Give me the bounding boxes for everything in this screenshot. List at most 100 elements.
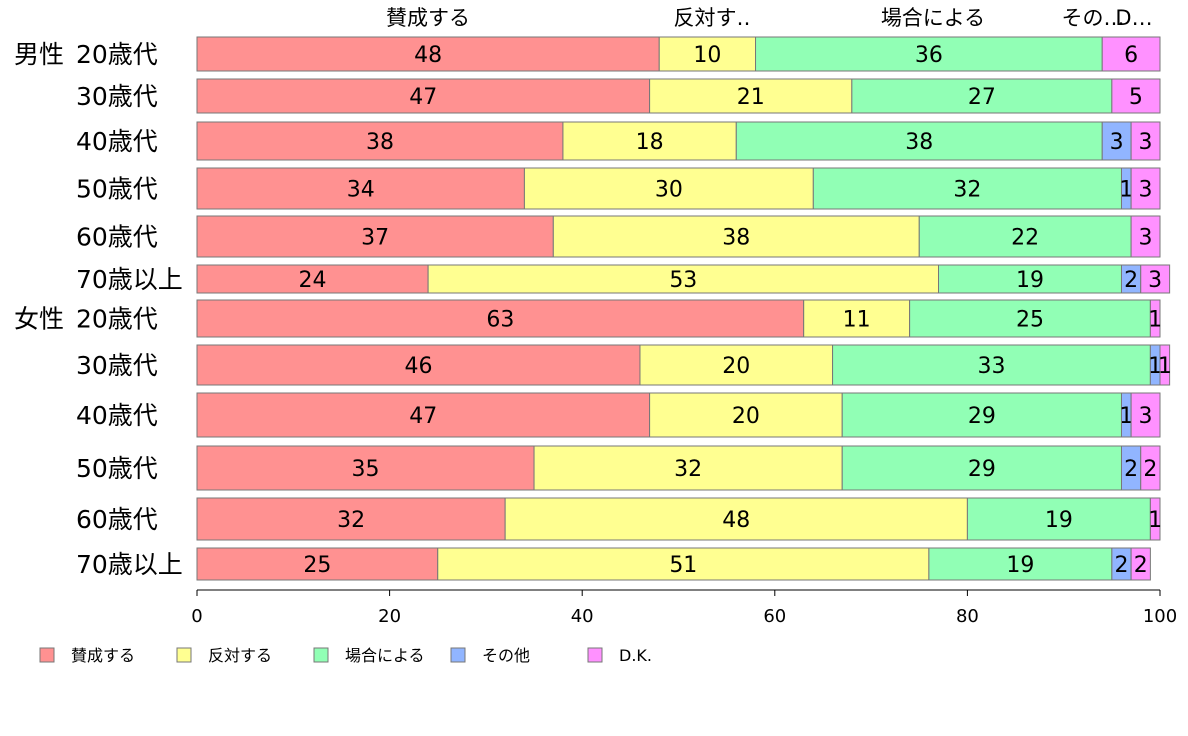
data-label: 35 <box>352 457 380 482</box>
data-label: 2 <box>1143 457 1157 482</box>
row-label: 30歳代 <box>76 82 158 111</box>
x-tick-label: 100 <box>1143 606 1177 627</box>
x-tick-label: 40 <box>571 606 594 627</box>
data-label: 1 <box>1148 508 1162 533</box>
bar-segment <box>658 36 757 72</box>
data-label: 48 <box>722 508 750 533</box>
data-label: 2 <box>1124 457 1138 482</box>
data-label: 38 <box>722 226 750 251</box>
legend: 賛成する 反対する 場合による その他 D.K. <box>39 646 652 665</box>
data-label: 27 <box>968 85 996 110</box>
x-tick-label: 20 <box>378 606 401 627</box>
data-label: 47 <box>409 85 437 110</box>
bar-segment <box>562 121 737 161</box>
data-label: 32 <box>674 457 702 482</box>
column-label: 賛成する <box>386 6 470 30</box>
bar-segment <box>966 497 1151 541</box>
x-tick-label: 0 <box>191 606 202 627</box>
data-label: 30 <box>655 178 683 203</box>
bar-segment <box>1149 299 1161 338</box>
bar-segment <box>196 497 506 541</box>
bar-segment <box>196 392 651 438</box>
data-label: 10 <box>693 43 721 68</box>
bar-segment <box>1111 78 1161 114</box>
row-label: 70歳以上 <box>76 550 183 579</box>
data-label: 25 <box>1016 308 1044 333</box>
data-label: 63 <box>486 308 514 333</box>
bar-segment <box>832 344 1151 386</box>
row-label: 20歳代 <box>76 40 158 69</box>
data-label: 32 <box>953 178 981 203</box>
row-label: 50歳代 <box>76 175 158 204</box>
row-label: 30歳代 <box>76 351 158 380</box>
column-labels: 賛成する 反対す‥ 場合による その…D… <box>386 6 1153 30</box>
row-label: 70歳以上 <box>76 265 183 294</box>
data-label: 48 <box>414 43 442 68</box>
data-label: 2 <box>1124 268 1138 293</box>
legend-label: その他 <box>482 646 530 665</box>
row-label: 40歳代 <box>76 401 158 430</box>
data-label: 46 <box>404 354 432 379</box>
data-label: 20 <box>732 404 760 429</box>
bar-segment <box>196 121 564 161</box>
legend-label: 反対する <box>208 646 272 665</box>
legend-swatch <box>313 647 329 663</box>
data-label: 1 <box>1148 354 1162 379</box>
bar-segment <box>196 547 439 581</box>
data-label: 24 <box>299 268 327 293</box>
data-label: 29 <box>968 404 996 429</box>
data-label: 3 <box>1139 226 1153 251</box>
bar-segment <box>533 445 843 491</box>
data-label: 3 <box>1148 268 1162 293</box>
legend-swatch <box>450 647 466 663</box>
bar-segment <box>196 299 805 338</box>
bar-segment <box>196 344 641 386</box>
bar-segment <box>523 167 814 210</box>
data-label: 20 <box>722 354 750 379</box>
bar-segment <box>196 36 660 72</box>
data-label: 3 <box>1110 130 1124 155</box>
data-label: 3 <box>1139 130 1153 155</box>
bar-segment <box>803 299 911 338</box>
row-label: 20歳代 <box>76 305 158 334</box>
data-label: 1 <box>1148 308 1162 333</box>
bar-segment <box>735 121 1103 161</box>
bars: 48 10 36 647 21 27 538 18 38 3 334 30 32 1 337 38 22 324 5… <box>196 36 1172 581</box>
bar-segment <box>918 215 1132 258</box>
row-label: 60歳代 <box>76 505 158 534</box>
bar-segment <box>196 264 429 294</box>
bar-segment <box>909 299 1151 338</box>
bar-segment <box>649 78 853 114</box>
data-label: 32 <box>337 508 365 533</box>
column-label: その… <box>1062 6 1125 30</box>
bar-segment <box>437 547 930 581</box>
data-label: 6 <box>1124 43 1138 68</box>
data-label: 47 <box>409 404 437 429</box>
bar-segment <box>427 264 940 294</box>
data-label: 19 <box>1045 508 1073 533</box>
data-label: 36 <box>915 43 943 68</box>
legend-label: 場合による <box>345 646 425 665</box>
bar-segment <box>1140 445 1161 491</box>
bar-segment <box>1101 121 1132 161</box>
data-label: 53 <box>669 268 697 293</box>
legend-label: D.K. <box>619 646 652 665</box>
data-label: 29 <box>968 457 996 482</box>
column-label: 反対す‥ <box>673 6 750 30</box>
bar-segment <box>196 167 525 210</box>
data-label: 38 <box>905 130 933 155</box>
bar-segment <box>812 167 1122 210</box>
legend-swatch <box>39 647 55 663</box>
data-label: 37 <box>361 226 389 251</box>
bar-segment <box>649 392 843 438</box>
bar-segment <box>552 215 920 258</box>
data-label: 19 <box>1016 268 1044 293</box>
data-label: 19 <box>1006 553 1034 578</box>
data-label: 22 <box>1011 226 1039 251</box>
row-label: 50歳代 <box>76 454 158 483</box>
data-label: 2 <box>1114 553 1128 578</box>
data-label: 18 <box>636 130 664 155</box>
bar-segment <box>196 78 651 114</box>
